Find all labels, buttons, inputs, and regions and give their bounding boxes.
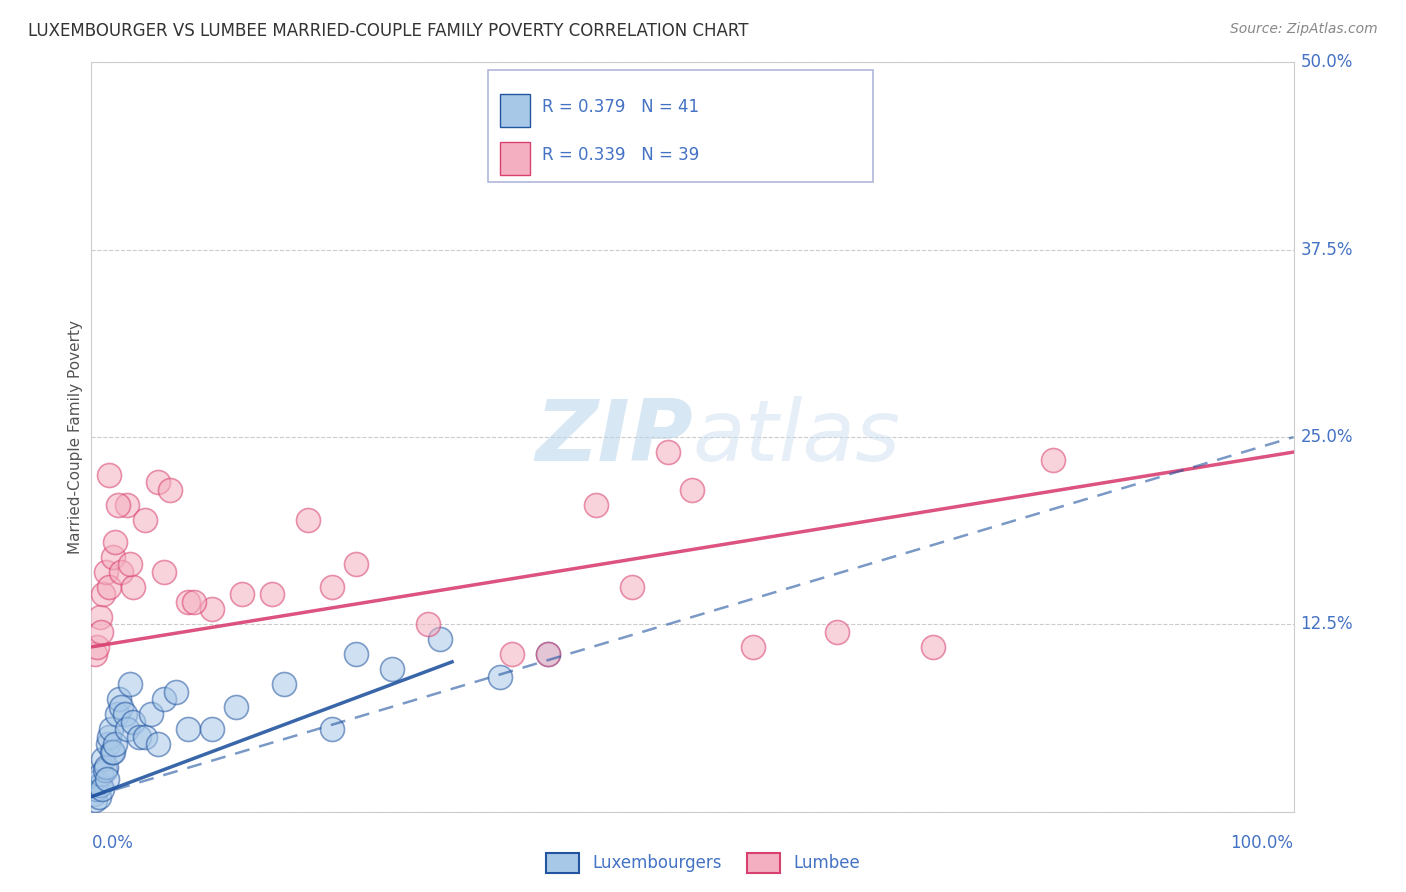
Point	[110, 699, 132, 714]
Point	[98, 580, 121, 594]
Text: 0.0%: 0.0%	[91, 834, 134, 852]
Point	[118, 558, 141, 572]
Text: 25.0%: 25.0%	[1301, 428, 1353, 446]
Point	[159, 483, 181, 497]
Point	[108, 692, 131, 706]
Point	[105, 707, 128, 722]
Bar	[501, 142, 530, 175]
Point	[114, 707, 136, 722]
FancyBboxPatch shape	[488, 70, 873, 182]
Point	[117, 723, 139, 737]
Point	[176, 723, 198, 737]
Point	[87, 789, 110, 804]
Point	[200, 602, 222, 616]
Point	[825, 624, 848, 639]
Point	[93, 752, 115, 766]
Point	[621, 580, 644, 594]
Point	[381, 662, 404, 676]
Point	[98, 730, 121, 744]
Point	[321, 580, 343, 594]
Point	[104, 535, 127, 549]
Point	[501, 648, 523, 662]
Text: Source: ZipAtlas.com: Source: ZipAtlas.com	[1230, 22, 1378, 37]
Point	[91, 782, 114, 797]
Legend: Luxembourgers, Lumbee: Luxembourgers, Lumbee	[538, 847, 868, 880]
Point	[97, 737, 120, 751]
Point	[146, 737, 169, 751]
Point	[90, 767, 112, 781]
Point	[152, 692, 174, 706]
Point	[110, 565, 132, 579]
Point	[585, 498, 607, 512]
Point	[537, 648, 560, 662]
Point	[90, 624, 112, 639]
Point	[117, 498, 139, 512]
Point	[100, 723, 122, 737]
Point	[83, 787, 105, 801]
Text: 12.5%: 12.5%	[1301, 615, 1353, 633]
Text: 100.0%: 100.0%	[1230, 834, 1294, 852]
Point	[84, 648, 107, 662]
Text: 50.0%: 50.0%	[1301, 54, 1353, 71]
Point	[297, 512, 319, 526]
Point	[107, 498, 129, 512]
Point	[84, 793, 107, 807]
Point	[922, 640, 945, 654]
Point	[489, 670, 512, 684]
Point	[98, 467, 121, 482]
Point	[146, 475, 169, 489]
Point	[101, 745, 124, 759]
Point	[429, 632, 451, 647]
Point	[321, 723, 343, 737]
Point	[93, 763, 115, 777]
Point	[134, 512, 156, 526]
Point	[89, 778, 111, 792]
Point	[200, 723, 222, 737]
Point	[96, 772, 118, 786]
Point	[657, 445, 679, 459]
Point	[101, 549, 124, 564]
Point	[344, 558, 367, 572]
Bar	[501, 94, 530, 127]
Point	[94, 565, 117, 579]
Point	[681, 483, 703, 497]
Point	[165, 685, 187, 699]
Point	[86, 774, 108, 789]
Point	[152, 565, 174, 579]
Point	[176, 595, 198, 609]
Point	[416, 617, 439, 632]
Point	[118, 677, 141, 691]
Point	[225, 699, 247, 714]
Text: atlas: atlas	[692, 395, 900, 479]
Point	[86, 640, 108, 654]
Point	[231, 587, 253, 601]
Y-axis label: Married-Couple Family Poverty: Married-Couple Family Poverty	[67, 320, 83, 554]
Point	[260, 587, 283, 601]
Point	[183, 595, 205, 609]
Point	[134, 730, 156, 744]
Text: R = 0.339   N = 39: R = 0.339 N = 39	[543, 146, 699, 164]
Point	[101, 745, 124, 759]
Point	[537, 648, 560, 662]
Point	[89, 610, 111, 624]
Text: ZIP: ZIP	[534, 395, 692, 479]
Point	[801, 145, 824, 160]
Text: 37.5%: 37.5%	[1301, 241, 1353, 259]
Point	[93, 587, 115, 601]
Point	[141, 707, 163, 722]
Text: R = 0.379   N = 41: R = 0.379 N = 41	[543, 98, 699, 116]
Point	[344, 648, 367, 662]
Point	[122, 714, 145, 729]
Point	[273, 677, 295, 691]
Text: LUXEMBOURGER VS LUMBEE MARRIED-COUPLE FAMILY POVERTY CORRELATION CHART: LUXEMBOURGER VS LUMBEE MARRIED-COUPLE FA…	[28, 22, 748, 40]
Point	[128, 730, 150, 744]
Point	[741, 640, 763, 654]
Point	[84, 782, 107, 797]
Point	[104, 737, 127, 751]
Point	[122, 580, 145, 594]
Point	[94, 760, 117, 774]
Point	[1042, 452, 1064, 467]
